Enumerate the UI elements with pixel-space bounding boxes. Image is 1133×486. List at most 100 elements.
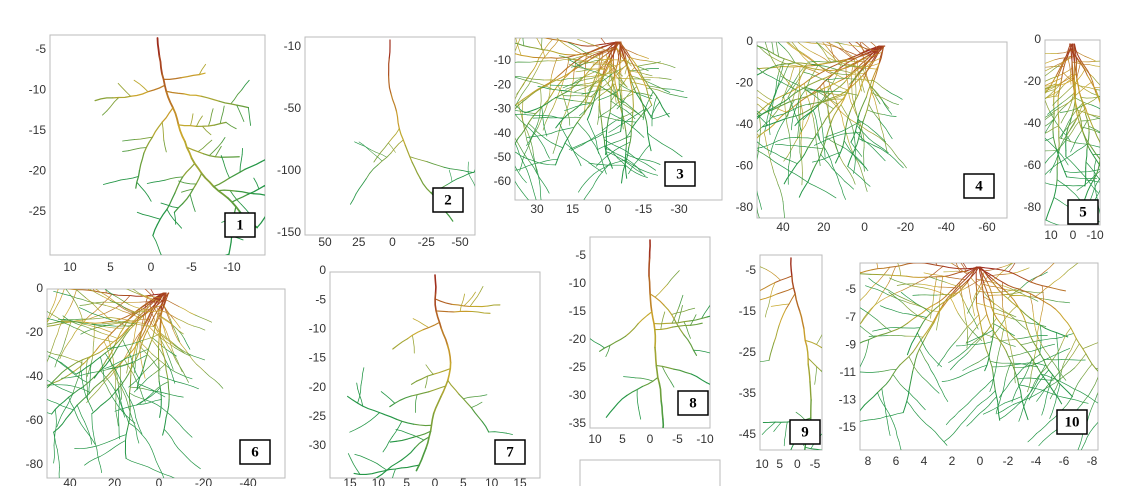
y-tick-label: -20 bbox=[26, 325, 44, 339]
root-segment bbox=[581, 69, 599, 79]
root-segment bbox=[777, 58, 785, 76]
root-segment bbox=[887, 294, 905, 302]
root-segment bbox=[128, 304, 147, 311]
root-segment bbox=[19, 338, 26, 355]
root-segment bbox=[950, 287, 968, 296]
root-segment bbox=[1107, 383, 1116, 399]
root-segment bbox=[53, 431, 58, 451]
y-tick-label: -40 bbox=[736, 117, 754, 131]
root-segment bbox=[865, 57, 882, 68]
root-segment bbox=[949, 297, 959, 314]
root-segment bbox=[175, 381, 194, 387]
root-segment bbox=[761, 224, 763, 242]
root-segment bbox=[1032, 311, 1036, 330]
root-segment bbox=[413, 16, 429, 24]
panel-label: 9 bbox=[801, 424, 809, 440]
root-segment bbox=[1062, 73, 1077, 87]
root-segment bbox=[829, 379, 830, 391]
root-segment bbox=[1014, 395, 1028, 409]
root-segment bbox=[670, 381, 675, 388]
root-segment bbox=[181, 188, 194, 205]
root-segment bbox=[773, 97, 790, 109]
root-segment bbox=[894, 280, 913, 287]
root-segment bbox=[877, 392, 887, 409]
root-segment bbox=[861, 177, 871, 187]
root-segment bbox=[807, 357, 822, 372]
root-segment bbox=[109, 357, 116, 376]
root-segment bbox=[884, 103, 890, 109]
root-segment bbox=[1112, 178, 1121, 194]
root-segment bbox=[587, 68, 607, 71]
y-tick-label: -50 bbox=[284, 101, 302, 115]
root-segment bbox=[648, 239, 651, 259]
root-segment bbox=[819, 0, 822, 10]
root-segment bbox=[146, 179, 166, 184]
root-segment bbox=[118, 329, 130, 346]
root-segment bbox=[647, 85, 667, 90]
root-segment bbox=[604, 57, 612, 76]
root-segment bbox=[515, 76, 521, 80]
root-segment bbox=[638, 144, 651, 160]
root-segment bbox=[823, 151, 841, 160]
root-segment bbox=[542, 124, 546, 131]
root-segment bbox=[47, 322, 66, 327]
root-segment bbox=[967, 390, 981, 405]
root-segment bbox=[818, 153, 821, 167]
root-segment bbox=[515, 61, 531, 63]
root-segment bbox=[767, 50, 785, 60]
root-segment bbox=[650, 101, 661, 118]
root-segment bbox=[757, 128, 770, 139]
root-segment bbox=[365, 412, 380, 425]
root-segment bbox=[547, 284, 564, 291]
root-segment bbox=[599, 41, 618, 49]
root-segment bbox=[8, 370, 14, 387]
root-segment bbox=[112, 329, 127, 343]
panel: -5-7-9-11-13-158 6 4 2 0 -2 -4 -6 -810 bbox=[839, 262, 1116, 468]
root-segment bbox=[717, 311, 723, 328]
root-segment bbox=[599, 77, 615, 90]
root-segment bbox=[1115, 83, 1132, 90]
root-segment bbox=[873, 331, 892, 338]
root-segment bbox=[1101, 128, 1102, 146]
root-segment bbox=[589, 176, 600, 193]
root-segment bbox=[1023, 143, 1027, 148]
root-segment bbox=[827, 70, 845, 80]
root-segment bbox=[1001, 281, 1003, 301]
root-segment bbox=[19, 384, 37, 385]
root-segment bbox=[161, 72, 168, 93]
root-segment bbox=[630, 111, 634, 131]
root-segment bbox=[47, 321, 61, 325]
root-segment bbox=[1059, 127, 1072, 142]
y-tick-label: -150 bbox=[277, 225, 301, 239]
root-segment bbox=[497, 0, 502, 6]
root-segment bbox=[529, 126, 539, 144]
root-segment bbox=[1048, 183, 1068, 187]
root-segment bbox=[663, 91, 682, 98]
root-segment bbox=[128, 340, 140, 356]
root-segment bbox=[539, 177, 550, 194]
root-segment bbox=[187, 353, 206, 361]
root-segment bbox=[618, 77, 622, 97]
x-tick-label: 2 bbox=[949, 454, 956, 468]
root-segment bbox=[120, 381, 122, 400]
root-segment bbox=[54, 396, 70, 410]
root-segment bbox=[134, 136, 153, 141]
root-segment bbox=[49, 352, 68, 358]
root-segment bbox=[850, 130, 856, 143]
root-segment bbox=[145, 357, 159, 371]
root-segment bbox=[1011, 94, 1029, 96]
root-segment bbox=[843, 140, 855, 156]
root-segment bbox=[581, 44, 601, 47]
root-segment bbox=[159, 309, 163, 329]
root-segment bbox=[112, 95, 132, 99]
root-segment bbox=[130, 354, 148, 364]
root-segment bbox=[1045, 125, 1060, 134]
root-segment bbox=[1038, 440, 1044, 447]
root-segment bbox=[868, 45, 880, 62]
root-segment bbox=[570, 141, 588, 151]
root-segment bbox=[768, 128, 771, 136]
root-segment bbox=[1042, 429, 1057, 442]
root-segment bbox=[349, 193, 357, 205]
root-segment bbox=[111, 293, 131, 296]
